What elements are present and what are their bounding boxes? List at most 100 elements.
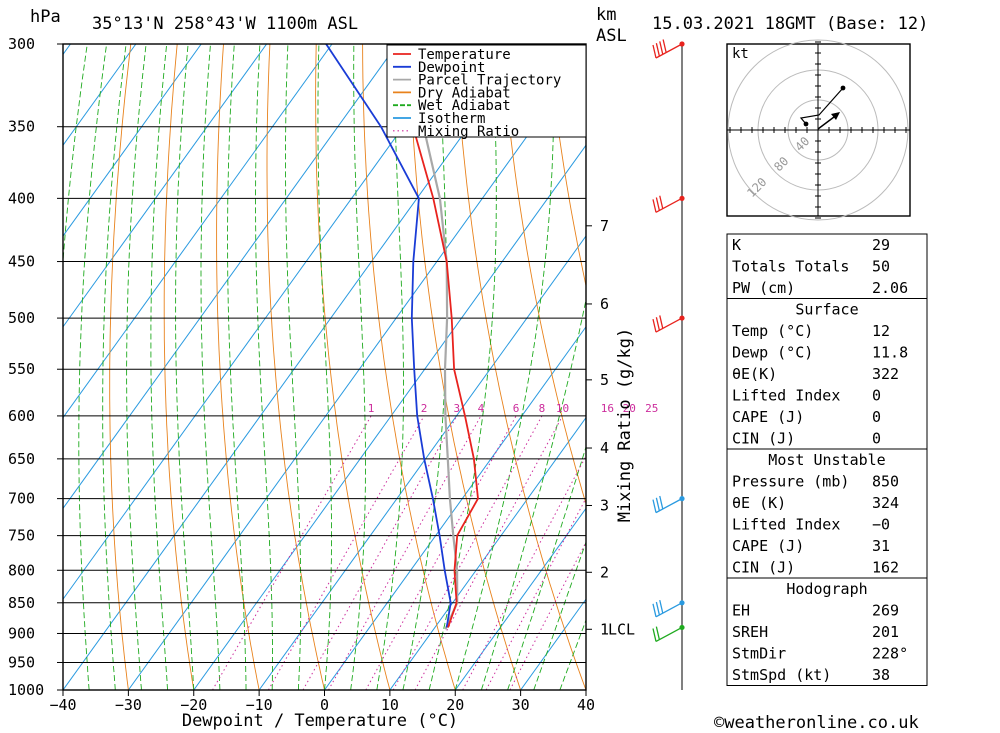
table-row-label: StmDir — [732, 645, 786, 663]
asl-label: ASL — [596, 26, 627, 46]
wind-barb-feather — [655, 626, 661, 640]
unstable-table-title: Most Unstable — [768, 451, 885, 469]
table-row-value: 0 — [872, 387, 881, 405]
table-row-value: 162 — [872, 559, 899, 577]
wind-barb-shaft — [655, 602, 683, 618]
unstable-table-frame — [726, 448, 928, 579]
mixing-ratio-line — [365, 415, 517, 690]
mixing-ratio-line — [392, 415, 543, 690]
pressure-level-lines — [63, 44, 586, 690]
wind-barb — [652, 315, 685, 333]
isotherm-line — [324, 325, 586, 690]
wind-barb-feather — [652, 499, 657, 513]
mixing-ratio-labels: 1 2 3 4 6 8 10 16 20 25 — [368, 402, 659, 415]
dry-adiabat-line — [454, 44, 586, 690]
wet-adiabat-line — [63, 44, 88, 690]
table-row-value: 12 — [872, 322, 890, 340]
wind-barb-shaft — [655, 626, 683, 643]
pressure-tick-label: 350 — [8, 118, 35, 136]
wind-barb-shaft — [655, 498, 683, 514]
wet-adiabat-line — [255, 44, 273, 690]
wet-adiabat-line — [126, 44, 147, 690]
km-tick-label: 4 — [600, 439, 609, 457]
unstable-table: Most Unstable Pressure (mb) 850 θE (K) 324 Li… — [726, 448, 928, 579]
hodograph-unit-label: kt — [732, 46, 749, 62]
temperature-tick-label: 10 — [381, 696, 399, 714]
mixing-ratio-label: 2 — [421, 402, 428, 415]
table-row-label: Lifted Index — [732, 387, 840, 405]
wet-adiabat-line — [285, 44, 302, 690]
dry-adiabat-line — [547, 44, 586, 288]
wet-adiabat-line — [102, 44, 127, 690]
temperature-tick-label: 20 — [446, 696, 464, 714]
wet-adiabat-line — [200, 44, 221, 690]
wind-barb-feather — [652, 603, 657, 617]
mixing-ratio-label: 16 — [601, 402, 614, 415]
wet-adiabat-line — [507, 445, 586, 690]
table-row-value: 11.8 — [872, 344, 908, 362]
wind-barb-feather — [662, 39, 667, 53]
table-row-label: CIN (J) — [732, 559, 795, 577]
wind-barb-feather — [652, 318, 657, 333]
wind-barb-feather — [655, 497, 661, 511]
wind-barb-feather — [652, 44, 657, 59]
mixing-ratio-label: 3 — [453, 402, 460, 415]
pressure-tick-label: 500 — [8, 309, 35, 327]
wind-barb — [652, 600, 685, 618]
copyright-footer: ©weatheronline.co.uk — [714, 713, 919, 733]
surface-table-title: Surface — [795, 301, 858, 319]
pressure-tick-label: 750 — [8, 527, 35, 545]
dry-adiabat-line — [919, 44, 1000, 690]
sounding-profiles — [325, 44, 479, 630]
legend-entry: Dewpoint — [418, 60, 485, 76]
temperature-line — [393, 44, 479, 628]
table-row-value: 0 — [872, 408, 881, 426]
km-label: km — [596, 5, 616, 25]
wind-barb — [652, 195, 685, 213]
storm-motion-arrowhead — [831, 112, 840, 120]
isotherm-line — [0, 44, 5, 690]
parcel-trajectory-line — [393, 44, 459, 630]
table-row-label: CAPE (J) — [732, 537, 804, 555]
table-row-label: StmSpd (kt) — [732, 666, 831, 684]
dry-adiabat-line — [362, 44, 456, 690]
table-row-value: 850 — [872, 473, 899, 491]
isotherm-line — [63, 44, 268, 328]
table-row-label: Dewp (°C) — [732, 344, 813, 362]
wind-barb — [652, 39, 685, 59]
hodograph-table: Hodograph EH 269 SREH 201 StmDir 228° StmSpd (k… — [726, 577, 928, 686]
plot-frame — [62, 43, 587, 691]
dry-adiabat-line — [163, 44, 195, 690]
mixing-ratio-line — [509, 541, 586, 690]
table-row-label: SREH — [732, 623, 768, 641]
wind-barb-feather — [652, 628, 657, 642]
temperature-axis: −40 −30 −20 −10 0 10 20 30 40 — [49, 690, 595, 714]
table-row-value: 269 — [872, 602, 899, 620]
wind-barb — [652, 495, 685, 514]
table-row-value: 228° — [872, 645, 908, 663]
wind-barb-shaft — [655, 317, 683, 333]
table-row-value: 29 — [872, 236, 890, 254]
dry-adiabat-line — [216, 44, 260, 690]
pressure-tick-label: 950 — [8, 653, 35, 671]
table-row-value: 0 — [872, 430, 881, 448]
mixing-ratio-label: 20 — [623, 402, 636, 415]
hodograph-point — [840, 85, 846, 91]
pressure-tick-label: 800 — [8, 561, 35, 579]
pressure-tick-label: 900 — [8, 624, 35, 642]
mixing-ratio-axis-label: Mixing Ratio (g/kg) — [615, 328, 635, 522]
table-row-label: θE(K) — [732, 365, 777, 383]
legend-entry: Dry Adiabat — [418, 85, 511, 101]
dry-adiabat-line — [109, 44, 132, 690]
datetime-label: 15.03.2021 18GMT (Base: 12) — [652, 14, 928, 34]
isotherm-line — [454, 507, 586, 690]
pressure-tick-label: 300 — [8, 35, 35, 53]
wind-barb-feather — [659, 195, 664, 209]
table-row-value: 322 — [872, 365, 899, 383]
temperature-tick-label: −10 — [246, 696, 273, 714]
stats-tables: K 29 Totals Totals 50 PW (cm) 2.06 Surface Temp… — [726, 233, 928, 686]
table-row-label: EH — [732, 602, 750, 620]
mixing-ratio-label: 10 — [556, 402, 569, 415]
